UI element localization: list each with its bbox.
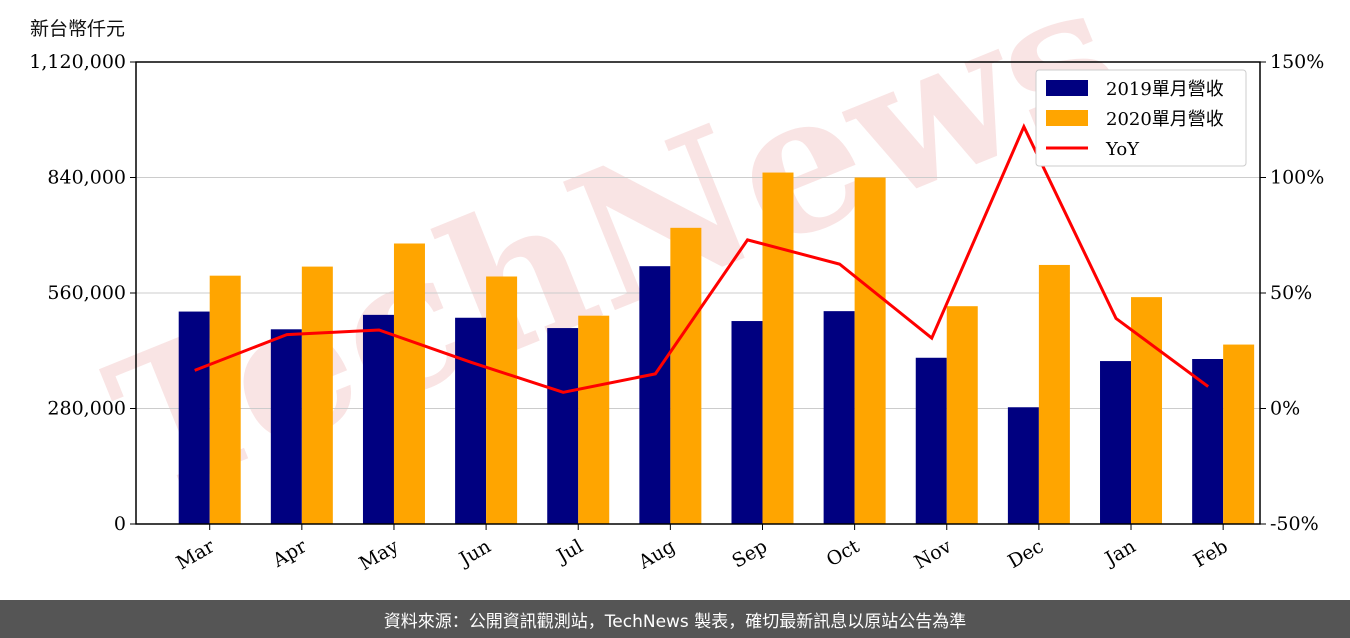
- bar-2020: [854, 177, 886, 524]
- legend-label-2020: 2020單月營收: [1106, 109, 1224, 130]
- bar-2020: [670, 227, 702, 524]
- legend-box: [1035, 69, 1247, 167]
- watermark: TechNews: [82, 0, 1148, 540]
- y-tick-label: 280,000: [47, 398, 126, 420]
- revenue-chart: TechNews 0 280,000 560,000 840,000 1,120,000…: [29, 0, 1324, 575]
- x-tick-label: Feb: [1190, 535, 1232, 572]
- bar-2019: [270, 329, 302, 524]
- x-tick-label: Apr: [268, 535, 311, 572]
- legend-label-2019: 2019單月營收: [1106, 79, 1224, 100]
- x-axis: Mar Apr May Jun Jul Aug Sep Oct Nov Dec Jan Feb: [173, 524, 1232, 575]
- left-y-axis: 0 280,000 560,000 840,000 1,120,000: [29, 51, 136, 535]
- bar-2019: [1192, 359, 1224, 524]
- bar-2020: [946, 306, 978, 524]
- source-footer: 資料來源：公開資訊觀測站，TechNews 製表，確切最新訊息以原站公告為準: [0, 600, 1350, 638]
- y2-tick-label: 0%: [1270, 398, 1300, 420]
- right-y-axis: -50% 0% 50% 100% 150%: [1260, 51, 1324, 535]
- x-tick-label: Mar: [173, 535, 219, 574]
- legend-swatch-2020: [1046, 110, 1088, 126]
- y2-tick-label: 100%: [1270, 167, 1324, 189]
- x-tick-label: Jun: [454, 535, 495, 571]
- bar-2019: [455, 317, 487, 524]
- bar-2020: [1223, 344, 1255, 524]
- bar-2020: [486, 276, 518, 524]
- bar-2020: [301, 266, 333, 524]
- y2-tick-label: -50%: [1270, 513, 1319, 535]
- y-tick-label: 1,120,000: [29, 51, 126, 73]
- x-tick-label: Nov: [911, 535, 956, 574]
- y-tick-label: 560,000: [47, 282, 126, 304]
- legend: 2019單月營收 2020單月營收 YoY: [1035, 69, 1247, 167]
- bar-2019: [823, 311, 855, 524]
- x-tick-label: Aug: [634, 535, 679, 574]
- bar-2019: [915, 357, 947, 524]
- source-note: 資料來源：公開資訊觀測站，TechNews 製表，確切最新訊息以原站公告為準: [383, 611, 967, 632]
- y-axis-unit-label: 新台幣仟元: [30, 18, 126, 40]
- legend-swatch-2019: [1046, 80, 1088, 96]
- bar-2019: [1007, 407, 1039, 524]
- bar-2020: [393, 243, 425, 524]
- bar-2019: [547, 328, 579, 524]
- bar-2020: [209, 275, 241, 524]
- y2-tick-label: 150%: [1270, 51, 1324, 73]
- y-tick-label: 0: [114, 513, 126, 535]
- bar-2019: [362, 314, 394, 524]
- x-tick-label: Jul: [552, 535, 587, 568]
- bar-2019: [639, 266, 671, 524]
- x-tick-label: Oct: [823, 535, 864, 571]
- x-tick-label: May: [356, 535, 403, 575]
- bar-2020: [578, 315, 610, 524]
- x-tick-label: Sep: [728, 535, 771, 572]
- legend-label-yoy: YoY: [1105, 139, 1140, 160]
- bar-2020: [1038, 264, 1070, 524]
- bar-2019: [731, 321, 763, 524]
- y-tick-label: 840,000: [47, 167, 126, 189]
- bars-group: [178, 172, 1255, 525]
- x-tick-label: Jan: [1100, 535, 1140, 571]
- bar-2019: [1100, 361, 1132, 524]
- bar-2020: [762, 172, 794, 525]
- bar-2019: [178, 311, 210, 524]
- y2-tick-label: 50%: [1270, 282, 1312, 304]
- x-tick-label: Dec: [1004, 535, 1047, 573]
